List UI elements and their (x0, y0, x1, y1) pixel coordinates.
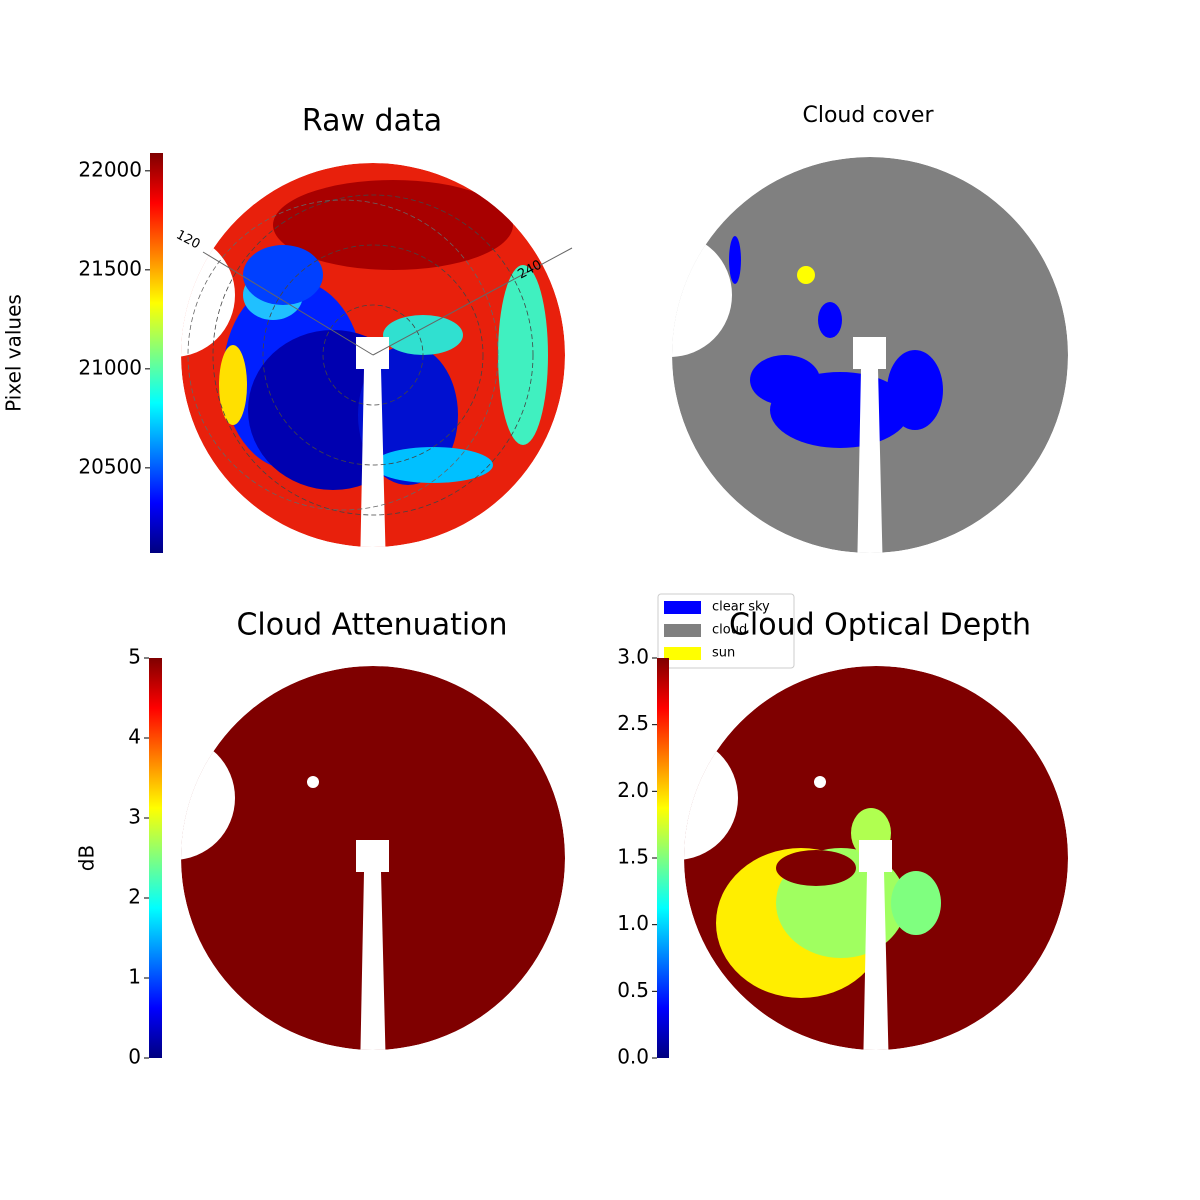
colorbar-label: dB (75, 845, 99, 871)
colorbar-tick-label: 21000 (78, 355, 142, 379)
sun-mask (814, 776, 826, 788)
shadow-band (356, 337, 389, 547)
colorbar-tick-label: 1.5 (617, 845, 649, 869)
sky-region (219, 345, 247, 425)
colorbar-tick-label: 0.0 (617, 1045, 649, 1069)
horizon-bite (684, 736, 738, 860)
colorbar-tick-label: 21500 (78, 256, 142, 280)
colorbar (149, 658, 162, 1058)
sun-marker (797, 266, 815, 284)
sky-region (373, 447, 493, 483)
polar-spoke (372, 247, 573, 356)
sky-region (729, 236, 741, 284)
colorbar-tick-label: 4 (128, 725, 141, 749)
colorbar (150, 153, 163, 553)
shadow-band (356, 840, 389, 1050)
legend-label: clear sky (712, 600, 770, 615)
sky-region (887, 350, 943, 430)
colorbar-tick-label: 1.0 (617, 911, 649, 935)
legend-swatch (664, 624, 701, 637)
colorbar (657, 658, 669, 1058)
colorbar-tick-label: 5 (128, 645, 141, 669)
sky-region (891, 871, 941, 935)
legend-swatch (664, 601, 701, 614)
polar-ring (187, 199, 499, 511)
sky-image (181, 666, 565, 1050)
legend-label: cloud (712, 623, 747, 638)
colorbar-tick-label: 1 (128, 965, 141, 989)
legend-label: sun (712, 646, 735, 661)
legend-swatch (664, 647, 701, 660)
horizon-bite (181, 736, 235, 860)
sky-image (672, 157, 1068, 553)
angle-label: 120 (174, 228, 203, 253)
colorbar-tick-label: 22000 (78, 157, 142, 181)
sky-region (776, 850, 856, 886)
polar-spoke (202, 251, 374, 356)
sun-mask (307, 776, 319, 788)
panel-title: Raw data (302, 104, 442, 139)
colorbar-tick-label: 3 (128, 805, 141, 829)
polar-ring (322, 304, 424, 406)
colorbar-tick-label: 0 (128, 1045, 141, 1069)
colorbar-tick-label: 0.5 (617, 978, 649, 1002)
shadow-band (853, 337, 886, 553)
horizon-bite (181, 233, 235, 357)
sky-region (273, 180, 513, 270)
shadow-band (859, 840, 892, 1050)
panel-title: Cloud cover (803, 103, 935, 128)
colorbar-tick-label: 20500 (78, 454, 142, 478)
colorbar-label: Pixel values (2, 294, 26, 412)
colorbar-tick-label: 3.0 (617, 645, 649, 669)
panel-title: Cloud Attenuation (236, 608, 507, 643)
panel-title: Cloud Optical Depth (729, 608, 1031, 643)
sky-region (498, 265, 548, 445)
colorbar-tick-label: 2 (128, 885, 141, 909)
colorbar-tick-label: 2.5 (617, 711, 649, 735)
sky-region (383, 315, 463, 355)
legend: clear sky cloud sun (657, 593, 795, 669)
polar-ring (262, 244, 484, 466)
horizon-bite (672, 233, 732, 357)
sky-image (684, 666, 1068, 1050)
polar-ring (212, 194, 534, 516)
sky-region (818, 302, 842, 338)
sky-region (243, 245, 323, 305)
colorbar-tick-label: 2.0 (617, 778, 649, 802)
sky-region (750, 355, 820, 405)
